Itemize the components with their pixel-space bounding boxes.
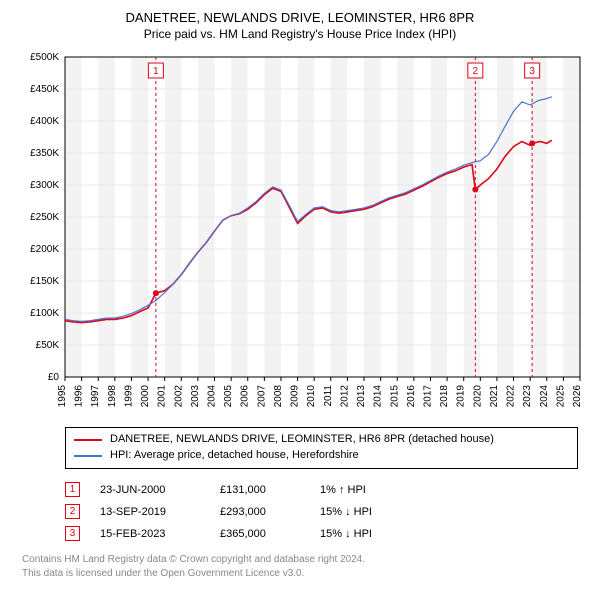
sale-badge: 3: [65, 526, 80, 541]
y-tick-label: £300K: [30, 180, 59, 191]
x-tick-label: 2001: [157, 385, 168, 408]
footer-attribution: Contains HM Land Registry data © Crown c…: [22, 553, 578, 581]
x-tick-label: 2000: [140, 385, 151, 408]
sale-date: 23-JUN-2000: [100, 484, 200, 496]
x-tick-label: 2023: [522, 385, 533, 408]
x-tick-label: 1995: [57, 385, 68, 408]
page-title: DANETREE, NEWLANDS DRIVE, LEOMINSTER, HR…: [10, 10, 590, 25]
x-tick-label: 2025: [555, 385, 566, 408]
x-tick-label: 1998: [107, 385, 118, 408]
page-subtitle: Price paid vs. HM Land Registry's House …: [10, 27, 590, 41]
marker-badge-label: 2: [473, 66, 479, 77]
x-tick-label: 2021: [489, 385, 500, 408]
legend-swatch: [74, 439, 102, 441]
x-tick-label: 2014: [373, 385, 384, 408]
marker-badge-label: 3: [529, 66, 535, 77]
sale-delta: 15% ↓ HPI: [320, 528, 410, 540]
x-tick-label: 2019: [456, 385, 467, 408]
footer-line2: This data is licensed under the Open Gov…: [22, 567, 578, 581]
x-tick-label: 2007: [256, 385, 267, 408]
y-tick-label: £100K: [30, 308, 59, 319]
chart: £0 £50K £100K £150K £200K £250K £300K £350K £400…: [10, 49, 590, 419]
footer-line1: Contains HM Land Registry data © Crown c…: [22, 553, 578, 567]
data-point: [472, 186, 478, 192]
x-tick-label: 2008: [273, 385, 284, 408]
x-tick-label: 2009: [290, 385, 301, 408]
y-tick-label: £350K: [30, 148, 59, 159]
sale-row: 3 15-FEB-2023 £365,000 15% ↓ HPI: [65, 523, 578, 545]
data-point: [153, 290, 159, 296]
sale-date: 13-SEP-2019: [100, 506, 200, 518]
legend-row: HPI: Average price, detached house, Here…: [74, 448, 569, 464]
legend: DANETREE, NEWLANDS DRIVE, LEOMINSTER, HR…: [65, 427, 578, 469]
sale-delta: 15% ↓ HPI: [320, 506, 410, 518]
legend-row: DANETREE, NEWLANDS DRIVE, LEOMINSTER, HR…: [74, 432, 569, 448]
x-tick-label: 2010: [306, 385, 317, 408]
sale-badge: 1: [65, 482, 80, 497]
sale-row: 2 13-SEP-2019 £293,000 15% ↓ HPI: [65, 501, 578, 523]
marker-badge-label: 1: [153, 66, 159, 77]
x-tick-label: 2004: [207, 385, 218, 408]
y-tick-label: £250K: [30, 212, 59, 223]
x-tick-label: 2020: [472, 385, 483, 408]
x-tick-label: 1999: [123, 385, 134, 408]
x-tick-label: 2003: [190, 385, 201, 408]
legend-swatch: [74, 455, 102, 457]
x-tick-label: 2026: [572, 385, 583, 408]
x-tick-label: 2017: [422, 385, 433, 408]
x-tick-label: 2024: [539, 385, 550, 408]
chart-container: DANETREE, NEWLANDS DRIVE, LEOMINSTER, HR…: [0, 0, 600, 587]
x-tick-label: 2013: [356, 385, 367, 408]
sale-badge: 2: [65, 504, 80, 519]
sale-date: 15-FEB-2023: [100, 528, 200, 540]
x-tick-label: 2015: [389, 385, 400, 408]
chart-svg: £0 £50K £100K £150K £200K £250K £300K £350K £400…: [10, 49, 590, 419]
x-tick-label: 2011: [323, 385, 334, 407]
x-tick-label: 1996: [74, 385, 85, 408]
x-tick-label: 1997: [90, 385, 101, 408]
sale-price: £293,000: [220, 506, 300, 518]
x-tick-label: 2002: [173, 385, 184, 408]
sale-price: £131,000: [220, 484, 300, 496]
sales-table: 1 23-JUN-2000 £131,000 1% ↑ HPI 2 13-SEP-2019…: [65, 479, 578, 545]
y-tick-label: £400K: [30, 116, 59, 127]
y-tick-label: £150K: [30, 276, 59, 287]
data-point: [529, 140, 535, 146]
y-tick-label: £200K: [30, 244, 59, 255]
legend-label: DANETREE, NEWLANDS DRIVE, LEOMINSTER, HR…: [110, 432, 494, 448]
legend-label: HPI: Average price, detached house, Here…: [110, 448, 359, 464]
sale-delta: 1% ↑ HPI: [320, 484, 410, 496]
sale-row: 1 23-JUN-2000 £131,000 1% ↑ HPI: [65, 479, 578, 501]
y-tick-label: £50K: [36, 340, 60, 351]
x-tick-label: 2012: [339, 385, 350, 408]
x-tick-label: 2016: [406, 385, 417, 408]
x-tick-label: 2018: [439, 385, 450, 408]
x-tick-label: 2005: [223, 385, 234, 408]
x-tick-label: 2022: [506, 385, 517, 408]
y-tick-label: £450K: [30, 84, 59, 95]
sale-price: £365,000: [220, 528, 300, 540]
y-tick-label: £0: [48, 372, 60, 383]
x-tick-label: 2006: [240, 385, 251, 408]
y-tick-label: £500K: [30, 52, 59, 63]
